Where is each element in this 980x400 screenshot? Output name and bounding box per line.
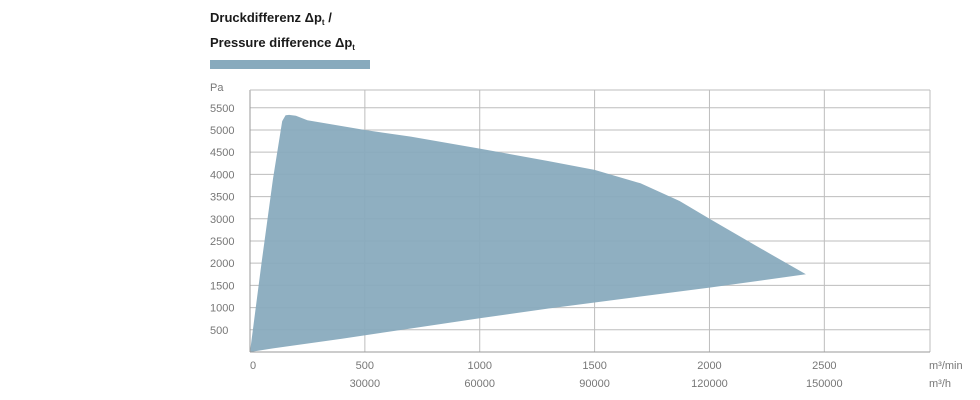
x2-tick-label: 60000 [464, 378, 495, 390]
y-tick-labels: 500 1000 1500 2000 2500 3000 3500 4000 4500 5000 5… [210, 103, 234, 337]
y-tick-label: 4500 [210, 147, 234, 159]
x-tick-label: 0 [250, 360, 256, 372]
x2-tick-label: 120000 [691, 378, 728, 390]
area-layer [250, 114, 806, 353]
y-tick-label: 5000 [210, 125, 234, 137]
y-tick-label: 4000 [210, 169, 234, 181]
y-tick-label: 5500 [210, 103, 234, 115]
x-tick-labels: 0 500 1000 1500 2000 2500 [250, 360, 837, 372]
operating-range-area [250, 114, 806, 353]
y-tick-label: 2000 [210, 258, 234, 270]
y-tick-label: 500 [210, 325, 228, 337]
x-tick-label: 1000 [467, 360, 491, 372]
x2-tick-label: 150000 [806, 378, 843, 390]
x-tick-label: 2500 [812, 360, 836, 372]
x2-axis-unit: m³/h [929, 378, 951, 390]
x-tick-label: 2000 [697, 360, 721, 372]
x2-tick-labels: 30000 60000 90000 120000 150000 [350, 378, 843, 390]
x2-tick-label: 30000 [350, 378, 381, 390]
chart-title: Druckdifferenz Δpt / Pressure difference… [210, 8, 355, 58]
title-line-german: Druckdifferenz Δpt / [210, 10, 332, 27]
y-tick-label: 3500 [210, 192, 234, 204]
y-tick-label: 3000 [210, 214, 234, 226]
y-tick-label: 1500 [210, 280, 234, 292]
x2-tick-label: 90000 [579, 378, 610, 390]
x-tick-label: 500 [356, 360, 374, 372]
plot-frame [249, 89, 931, 353]
legend-swatch [210, 60, 370, 69]
y-axis-unit: Pa [210, 82, 224, 94]
title-line-english: Pressure difference Δpt [210, 35, 355, 52]
x-axis-unit: m³/min [929, 360, 963, 372]
y-tick-label: 1000 [210, 303, 234, 315]
y-tick-label: 2500 [210, 236, 234, 248]
x-tick-label: 1500 [582, 360, 606, 372]
